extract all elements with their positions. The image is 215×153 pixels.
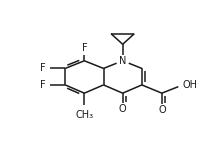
Text: O: O [119,104,126,114]
Text: N: N [119,56,126,66]
Text: O: O [158,105,166,115]
Text: OH: OH [183,80,198,90]
Text: F: F [40,80,46,90]
Text: F: F [40,63,46,73]
Text: CH₃: CH₃ [75,110,94,120]
Text: F: F [81,43,87,52]
